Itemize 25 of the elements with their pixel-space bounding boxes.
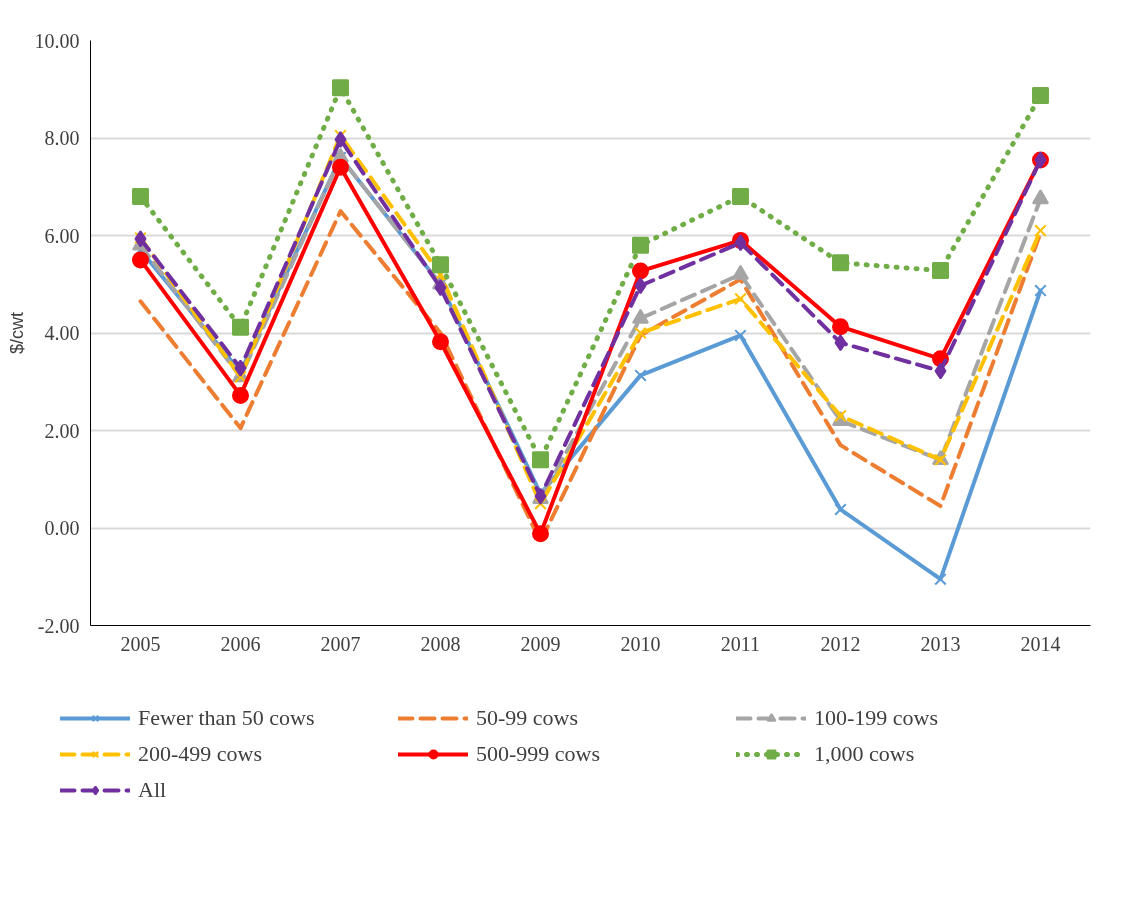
legend-label: 1,000 cows bbox=[814, 741, 916, 767]
x-tick-label: 2012 bbox=[820, 632, 861, 655]
x-tick-label: 2013 bbox=[920, 632, 961, 655]
x-tick-label: 2009 bbox=[520, 632, 561, 655]
x-tick-label: 2008 bbox=[420, 632, 461, 655]
y-tick-label: 4.00 bbox=[44, 322, 80, 344]
y-tick-label: 8.00 bbox=[44, 127, 80, 149]
legend-label: 200-499 cows bbox=[138, 741, 264, 767]
legend-label: 500-999 cows bbox=[476, 741, 602, 767]
y-tick-label: 10.00 bbox=[34, 29, 80, 52]
y-tick-label: -2.00 bbox=[37, 614, 80, 637]
x-tick-label: 2005 bbox=[120, 632, 161, 655]
y-tick-label: 0.00 bbox=[44, 517, 80, 539]
x-tick-label: 2007 bbox=[320, 632, 361, 655]
legend-label: 100-199 cows bbox=[814, 705, 940, 731]
legend-label: All bbox=[138, 777, 168, 803]
y-tick-label: 6.00 bbox=[44, 224, 80, 247]
y-axis-title: $/cwt bbox=[6, 311, 27, 355]
x-tick-label: 2011 bbox=[720, 632, 761, 655]
legend-label: Fewer than 50 cows bbox=[138, 705, 316, 731]
x-tick-label: 2010 bbox=[620, 632, 661, 655]
x-tick-label: 2014 bbox=[1020, 632, 1061, 655]
legend-label: 50-99 cows bbox=[476, 705, 580, 731]
y-tick-label: 2.00 bbox=[44, 419, 80, 442]
x-tick-label: 2006 bbox=[220, 632, 261, 655]
